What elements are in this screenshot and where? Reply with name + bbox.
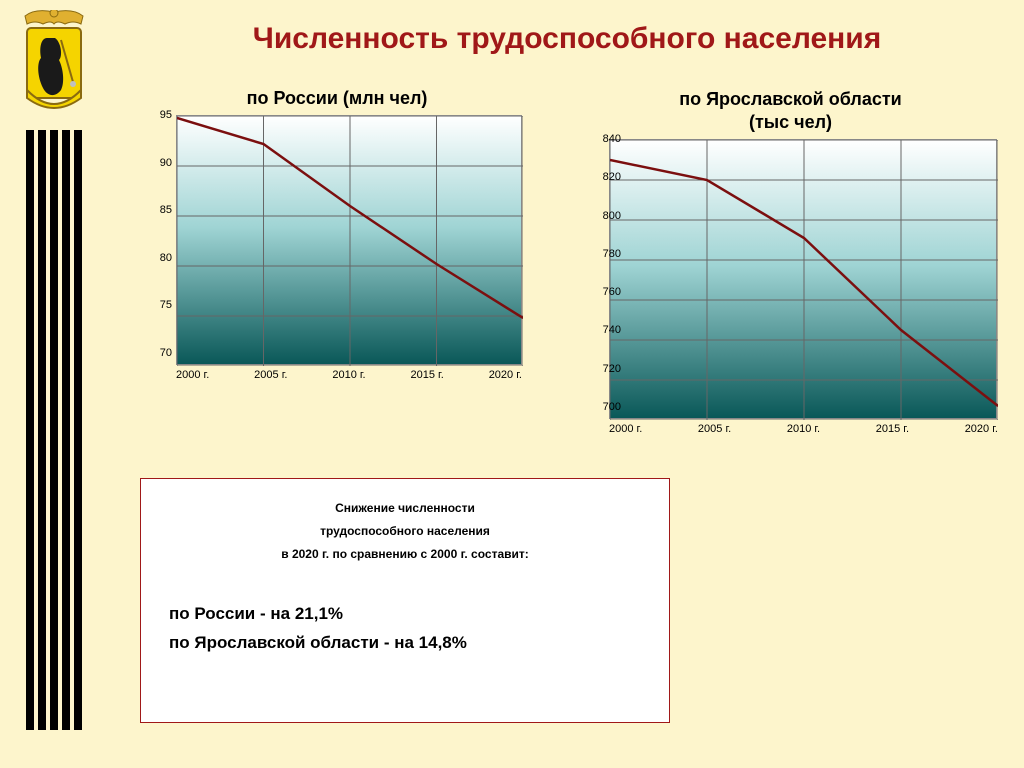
chart-yaroslavl-yaxis: 840 820 800 780 760 740 720 700	[599, 139, 621, 419]
chart-yaroslavl-plot	[609, 139, 997, 419]
chart-yaroslavl-title: по Ярославской области (тыс чел)	[583, 88, 998, 133]
summary-list: по России - на 21,1% по Ярославской обла…	[169, 600, 641, 658]
summary-item-yaroslavl: по Ярославской области - на 14,8%	[169, 629, 641, 658]
chart-yaroslavl: по Ярославской области (тыс чел) 840 820…	[583, 88, 998, 419]
summary-item-russia: по России - на 21,1%	[169, 600, 641, 629]
chart-russia: по России (млн чел) 95 90 85 80 75 70	[152, 88, 522, 365]
chart-russia-xaxis: 2000 г. 2005 г. 2010 г. 2015 г. 2020 г.	[176, 369, 522, 381]
decorative-bars	[15, 130, 93, 730]
chart-russia-title: по России (млн чел)	[152, 88, 522, 109]
page-title: Численность трудоспособного населения	[140, 22, 994, 56]
summary-intro: Снижение численности трудоспособного нас…	[169, 497, 641, 565]
chart-russia-yaxis: 95 90 85 80 75 70	[150, 115, 172, 365]
chart-russia-plot	[176, 115, 522, 365]
chart-yaroslavl-xaxis: 2000 г. 2005 г. 2010 г. 2015 г. 2020 г.	[609, 423, 998, 435]
summary-box: Снижение численности трудоспособного нас…	[140, 478, 670, 723]
region-emblem	[15, 10, 93, 115]
